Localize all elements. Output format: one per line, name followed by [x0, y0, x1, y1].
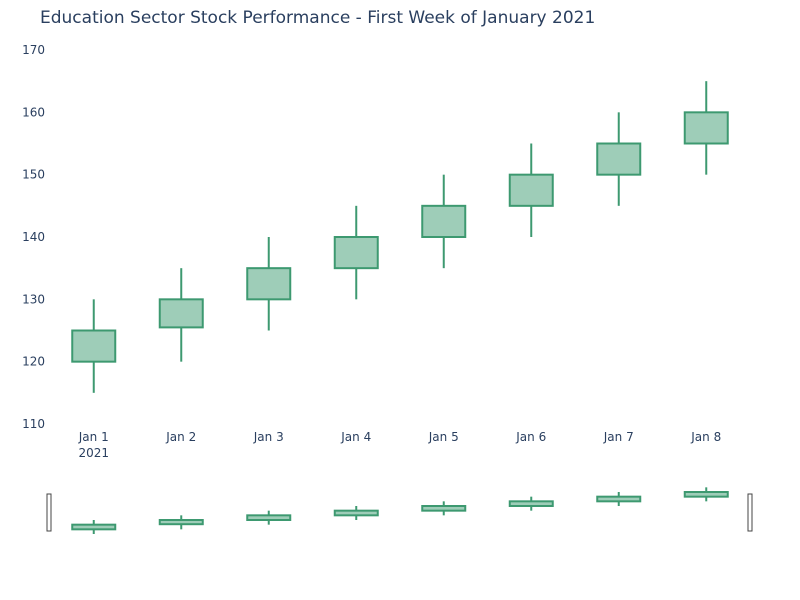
y-tick-label: 110: [22, 417, 45, 431]
rangeslider-candle-body: [333, 509, 379, 517]
rangeslider-left-handle[interactable]: [46, 493, 52, 532]
rangeslider-candle: [158, 515, 204, 530]
rangeslider-right-handle[interactable]: [747, 493, 753, 532]
rangeslider-candle: [333, 506, 379, 520]
candle-body: [421, 204, 467, 238]
y-tick-label: 120: [22, 355, 45, 369]
x-tick-label: Jan 8: [690, 430, 721, 444]
rangeslider-candle: [71, 520, 117, 534]
x-year-label: 2021: [78, 446, 109, 460]
rangeslider-candle-body: [246, 514, 292, 521]
candlestick: [158, 268, 204, 362]
y-tick-label: 130: [22, 292, 45, 306]
y-tick-label: 150: [22, 168, 45, 182]
candlestick: [596, 112, 642, 206]
y-tick-label: 140: [22, 230, 45, 244]
candlestick: [333, 205, 379, 300]
rangeslider-candle: [421, 501, 467, 516]
x-tick-label: Jan 1: [78, 430, 109, 444]
candlestick: [246, 237, 292, 331]
rangeslider-candle-body: [421, 505, 467, 512]
rangeslider-candle: [508, 496, 554, 511]
candle-body: [246, 267, 292, 301]
candle-body: [596, 142, 642, 176]
candle-body: [71, 329, 117, 363]
rangeslider-candle-body: [508, 500, 554, 508]
candle-body: [158, 298, 204, 329]
rangeslider-candle: [246, 510, 292, 525]
candles-layer: [71, 81, 729, 393]
chart-title: Education Sector Stock Performance - Fir…: [40, 8, 596, 28]
x-tick-label: Jan 7: [603, 430, 634, 444]
rangeslider-candle-body: [71, 523, 117, 531]
range-slider[interactable]: [46, 487, 753, 534]
candle-body: [508, 173, 554, 207]
rangeslider-candle: [596, 492, 642, 506]
x-axis: Jan 1 Jan 2 Jan 3 Jan 4 Jan 5 Jan 6 Jan 7 Jan 8…: [78, 430, 721, 460]
candle-body: [683, 111, 729, 145]
x-tick-label: Jan 5: [428, 430, 459, 444]
rangeslider-candle-body: [596, 495, 642, 503]
y-tick-label: 160: [22, 105, 45, 119]
x-tick-label: Jan 6: [515, 430, 546, 444]
rangeslider-candle-body: [158, 519, 204, 526]
candlestick: [71, 299, 117, 393]
candlestick: [508, 143, 554, 237]
x-tick-label: Jan 2: [165, 430, 196, 444]
candle-body: [333, 236, 379, 270]
x-tick-label: Jan 4: [340, 430, 371, 444]
y-axis: 110 120 130 140 150 160 170: [22, 43, 45, 431]
rangeslider-candle: [683, 487, 729, 502]
candlestick: [421, 174, 467, 269]
candlestick: [683, 81, 729, 175]
y-tick-label: 170: [22, 43, 45, 57]
x-tick-label: Jan 3: [253, 430, 284, 444]
rangeslider-candle-body: [683, 491, 729, 498]
